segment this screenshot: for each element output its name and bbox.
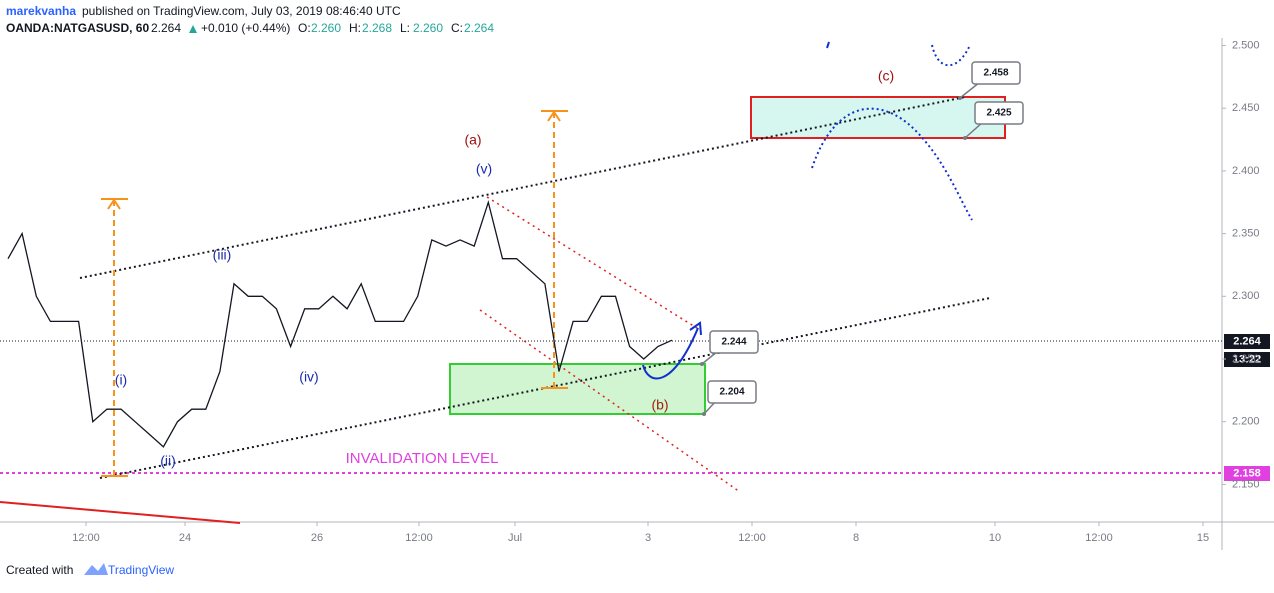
x-tick-label: Jul (508, 532, 522, 544)
target-zone (750, 96, 1006, 139)
x-tick-label: 12:00 (72, 532, 100, 544)
change: +0.010 (+0.44%) (201, 21, 290, 35)
x-tick-label: 12:00 (405, 532, 433, 544)
brand-logo (84, 563, 108, 575)
plot-area (0, 38, 1222, 522)
price-line (7, 199, 673, 448)
callout-box (971, 61, 1021, 85)
callout-anchor (702, 412, 706, 416)
wave-label: (a) (464, 132, 481, 148)
invalidation-price-box (1224, 466, 1270, 481)
ohlc-label: O: (298, 21, 311, 35)
countdown-label: 13:22 (1233, 353, 1261, 365)
x-tick-label: 12:00 (738, 532, 766, 544)
lower-channel (99, 297, 991, 479)
callout-box (707, 380, 757, 404)
x-tick-label: 12:00 (1085, 532, 1113, 544)
y-tick-label: 2.250 (1232, 353, 1260, 365)
wave-label: (b) (651, 397, 668, 413)
upper-channel (79, 96, 966, 279)
y-tick-label: 2.300 (1232, 290, 1260, 302)
ohlc-value: 2.268 (362, 21, 392, 35)
callout-anchor (963, 136, 967, 140)
y-tick-label: 2.450 (1232, 102, 1260, 114)
x-tick-label: 8 (853, 532, 859, 544)
callout-label: 2.204 (719, 387, 744, 398)
price: 2.264 (151, 21, 181, 35)
callout-anchor (700, 362, 704, 366)
symbol: OANDA:NATGASUSD, 60 (6, 21, 149, 35)
y-tick-label: 2.400 (1232, 165, 1260, 177)
callout-box (709, 330, 759, 354)
ohlc-label: L: (400, 21, 410, 35)
invalidation-label: INVALIDATION LEVEL (346, 450, 499, 467)
wave-path-top (931, 44, 971, 66)
x-tick-label: 24 (179, 532, 191, 544)
up-arrow (189, 25, 197, 33)
range-arrow-1 (101, 198, 128, 477)
countdown-box (1224, 352, 1270, 367)
wave-label: (ii) (160, 453, 176, 469)
x-tick-label: 26 (311, 532, 323, 544)
ohlc-label: H: (349, 21, 361, 35)
ohlc-label: C: (451, 21, 463, 35)
last-price-label: 2.264 (1233, 335, 1261, 347)
callout-anchor (958, 96, 962, 100)
invalidation-price-label: 2.158 (1233, 467, 1261, 479)
y-tick-label: 2.150 (1232, 478, 1260, 490)
ohlc-value: 2.260 (311, 21, 341, 35)
x-tick-label: 3 (645, 532, 651, 544)
ohlc-value: 2.264 (464, 21, 494, 35)
support-zone (449, 363, 706, 415)
projection-curve (642, 327, 699, 380)
projection-arrowhead (689, 321, 702, 336)
wave-label: (iii) (213, 247, 232, 263)
callout-label: 2.425 (986, 108, 1011, 119)
callout-label: 2.244 (721, 337, 746, 348)
y-tick-label: 2.200 (1232, 416, 1260, 428)
ohlc-value: 2.260 (413, 21, 443, 35)
x-tick-label: 15 (1197, 532, 1209, 544)
last-price-box (1224, 334, 1270, 349)
wave-path-fragment (826, 41, 830, 49)
author: marekvanha (6, 4, 76, 18)
red-trend-line (0, 501, 241, 524)
callout-label: 2.458 (983, 68, 1008, 79)
y-tick-label: 2.500 (1232, 39, 1260, 51)
footer-created: Created with (6, 563, 73, 577)
wave-label: (c) (878, 68, 894, 84)
wave-label: (v) (476, 161, 492, 177)
published: published on TradingView.com, July 03, 2… (82, 4, 401, 18)
callout-box (974, 101, 1024, 125)
red-channel-bottom (479, 309, 741, 493)
x-tick-label: 10 (989, 532, 1001, 544)
wave-label: (iv) (299, 369, 318, 385)
y-tick-label: 2.350 (1232, 228, 1260, 240)
footer-brand: TradingView (108, 563, 174, 577)
wave-label: (i) (115, 372, 127, 388)
